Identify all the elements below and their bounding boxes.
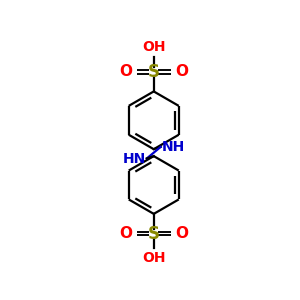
Text: O: O — [175, 226, 188, 241]
Text: OH: OH — [142, 40, 166, 54]
Text: OH: OH — [142, 251, 166, 265]
Text: O: O — [119, 226, 132, 241]
Text: S: S — [148, 224, 160, 242]
Text: HN: HN — [122, 152, 146, 166]
Text: NH: NH — [162, 140, 185, 154]
Text: O: O — [119, 64, 132, 79]
Text: O: O — [175, 64, 188, 79]
Text: S: S — [148, 63, 160, 81]
